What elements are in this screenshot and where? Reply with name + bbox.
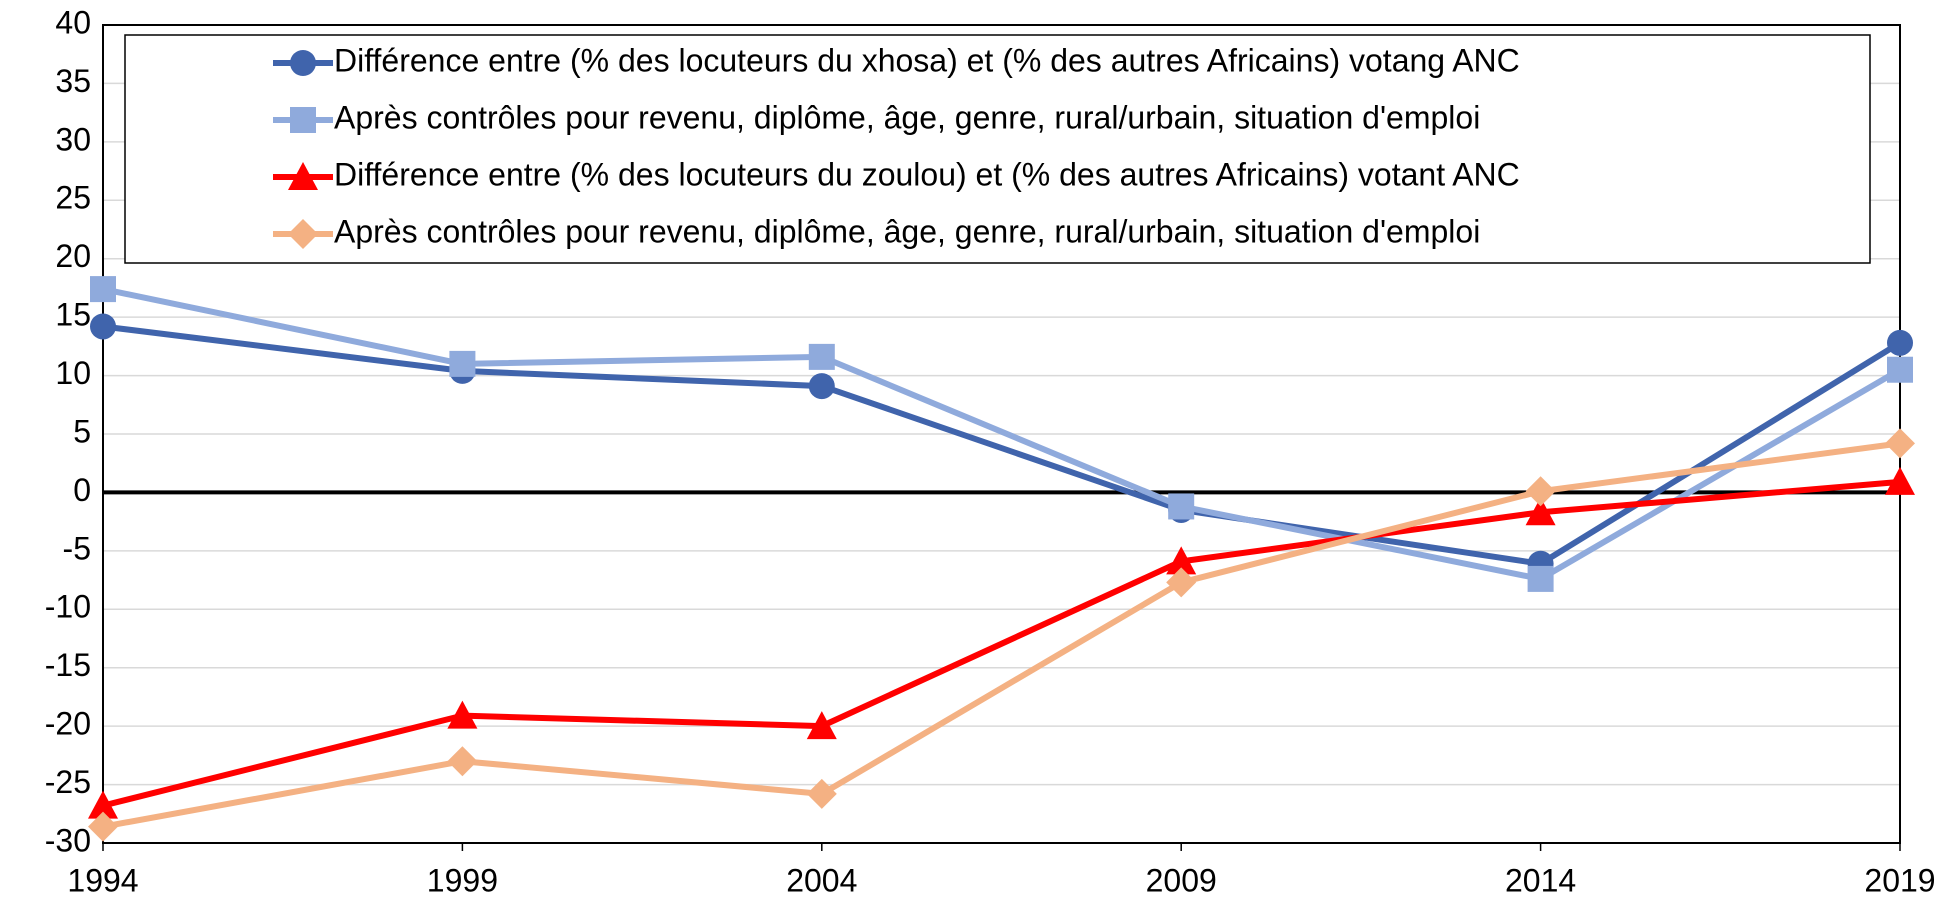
marker (447, 746, 478, 777)
marker (290, 50, 316, 76)
y-tick-label: -5 (63, 530, 91, 566)
y-tick-label: 35 (55, 63, 91, 99)
x-tick-label: 2014 (1505, 862, 1576, 898)
marker (1525, 476, 1556, 507)
y-tick-label: 25 (55, 180, 91, 216)
marker (1166, 567, 1197, 598)
legend-label: Après contrôles pour revenu, diplôme, âg… (334, 99, 1480, 135)
marker (1885, 466, 1915, 495)
marker (808, 343, 835, 370)
y-tick-label: -25 (45, 764, 91, 800)
y-tick-label: 15 (55, 297, 91, 333)
y-tick-label: -20 (45, 706, 91, 742)
legend-box (124, 34, 1871, 264)
marker (449, 350, 476, 377)
y-tick-label: 10 (55, 355, 91, 391)
legend-label: Différence entre (% des locuteurs du xho… (334, 42, 1520, 78)
y-tick-label: 0 (73, 472, 91, 508)
x-tick-label: 2009 (1146, 862, 1217, 898)
marker (1527, 565, 1554, 592)
y-tick-label: 30 (55, 121, 91, 157)
marker (90, 276, 116, 303)
marker (1525, 497, 1556, 526)
marker (88, 811, 118, 842)
series-line (102, 323, 1902, 567)
series-line (102, 478, 1901, 809)
series-line (102, 440, 1901, 830)
y-tick-label: 40 (55, 4, 91, 40)
marker (288, 219, 318, 249)
marker (290, 107, 316, 133)
marker (808, 373, 835, 400)
marker (90, 313, 116, 340)
y-tick-label: 5 (73, 413, 91, 449)
y-tick-label: -30 (45, 822, 91, 858)
legend-label: Après contrôles pour revenu, diplôme, âg… (334, 213, 1480, 249)
legend-label: Différence entre (% des locuteurs du zou… (334, 156, 1520, 192)
marker (806, 778, 837, 809)
marker (1166, 546, 1197, 575)
y-tick-label: -15 (45, 647, 91, 683)
x-tick-label: 1994 (67, 862, 138, 898)
marker (806, 711, 837, 740)
marker (1168, 493, 1195, 520)
marker (447, 700, 478, 729)
series-line (102, 286, 1902, 582)
y-tick-label: -10 (45, 589, 91, 625)
x-tick-label: 2004 (786, 862, 857, 898)
marker (1887, 356, 1913, 383)
marker (88, 790, 118, 819)
x-tick-label: 2019 (1864, 862, 1935, 898)
y-tick-label: 20 (55, 238, 91, 274)
marker (288, 162, 318, 190)
x-tick-label: 1999 (427, 862, 498, 898)
marker (1887, 329, 1913, 356)
marker (1885, 428, 1915, 459)
